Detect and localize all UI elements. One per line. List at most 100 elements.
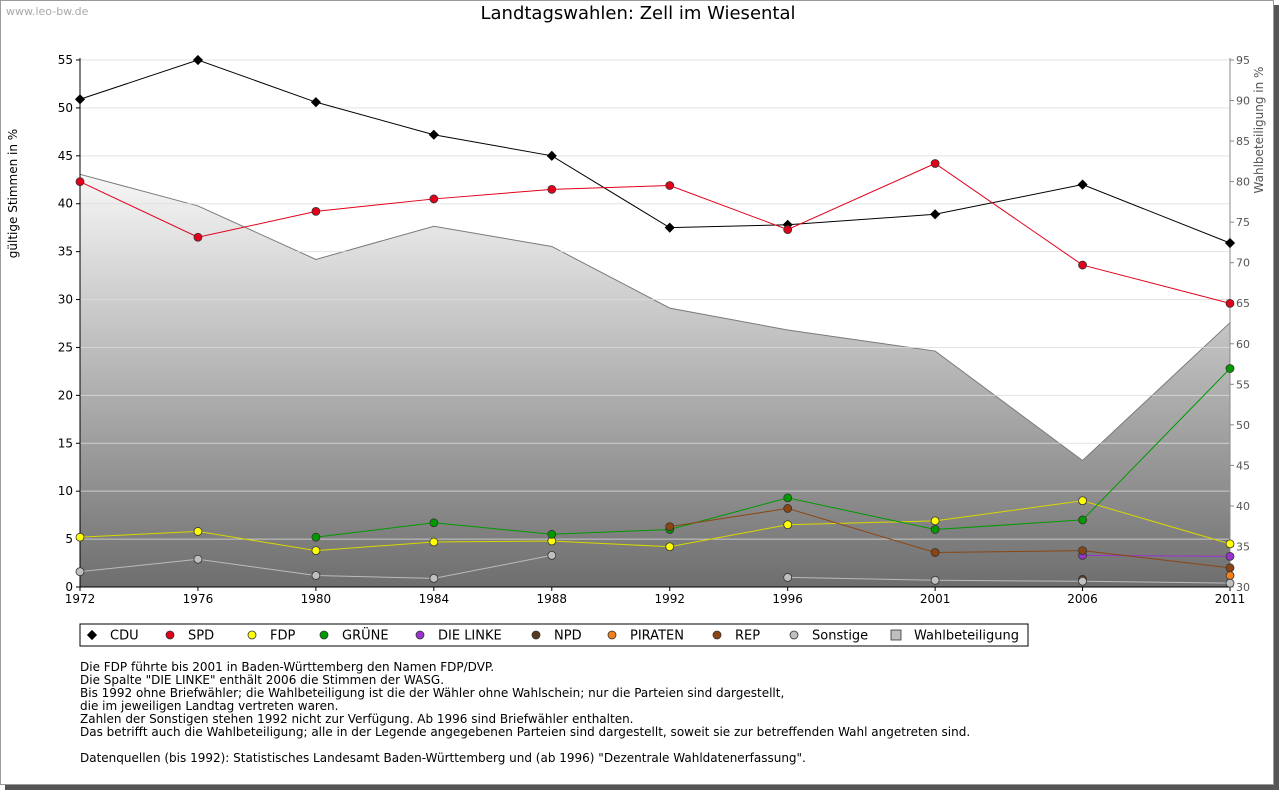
- data-point: [1225, 364, 1235, 373]
- legend-label: PIRATEN: [630, 629, 684, 644]
- data-point: [192, 54, 204, 66]
- data-point: [311, 532, 321, 542]
- footnote: Die Spalte "DIE LINKE" enthält 2006 die …: [80, 673, 445, 687]
- y2-tick-label: 90: [1236, 95, 1250, 108]
- x-tick-label: 2006: [1067, 592, 1098, 606]
- legend-marker: [712, 630, 722, 640]
- data-point: [1225, 563, 1235, 573]
- data-point: [1078, 496, 1087, 506]
- data-point: [665, 181, 675, 190]
- y2-tick-label: 85: [1236, 135, 1250, 148]
- legend-label: DIE LINKE: [438, 629, 502, 644]
- footnote: Das betrifft auch die Wahlbeteiligung; a…: [80, 725, 971, 739]
- data-point: [1224, 237, 1236, 249]
- series-spd: [79, 162, 1231, 304]
- legend-label: Sonstige: [812, 629, 868, 644]
- data-point: [193, 554, 203, 564]
- data-point: [1225, 298, 1235, 308]
- y2-tick-label: 35: [1236, 540, 1250, 553]
- y2-axis-label: Wahlbeteiligung in %: [1252, 67, 1266, 194]
- y-tick-label: 10: [58, 484, 73, 498]
- data-point: [930, 516, 940, 526]
- data-point: [547, 184, 557, 194]
- x-tick-label: 1976: [183, 592, 214, 606]
- footnote: Die FDP führte bis 2001 in Baden-Württem…: [80, 660, 495, 674]
- legend-label: CDU: [110, 629, 139, 644]
- y-tick-label: 35: [58, 245, 73, 259]
- data-point: [783, 225, 793, 234]
- y-tick-label: 30: [58, 293, 73, 307]
- footnote: Zahlen der Sonstigen stehen 1992 nicht z…: [80, 712, 634, 726]
- data-point: [1225, 571, 1235, 580]
- data-point: [1078, 260, 1087, 270]
- x-tick-label: 1996: [772, 592, 803, 606]
- data-point: [429, 194, 439, 204]
- data-point: [75, 532, 85, 542]
- y2-tick-label: 75: [1236, 216, 1250, 229]
- data-point: [1077, 179, 1088, 190]
- legend-marker: [247, 630, 257, 640]
- legend-marker: [531, 630, 541, 640]
- y2-tick-label: 30: [1236, 581, 1250, 594]
- chart-title: Landtagswahlen: Zell im Wiesental: [480, 3, 796, 24]
- series-die-linke: [1082, 554, 1231, 557]
- y2-tick-label: 65: [1236, 297, 1250, 310]
- x-tick-label: 1972: [65, 592, 96, 606]
- legend-marker: [165, 630, 175, 640]
- data-point: [429, 518, 439, 528]
- legend: [79, 623, 1029, 647]
- data-point: [310, 97, 321, 108]
- data-point: [311, 546, 321, 555]
- data-point: [547, 529, 557, 539]
- data-point: [1225, 578, 1235, 588]
- x-tick-label: 2001: [920, 592, 951, 606]
- y-tick-label: 20: [58, 388, 73, 402]
- x-tick-label: 2011: [1215, 592, 1246, 606]
- data-point: [1078, 576, 1087, 586]
- series-line: [315, 368, 1231, 538]
- data-point: [783, 573, 793, 582]
- data-point: [429, 573, 439, 583]
- footnote: die im jeweiligen Landtag vertreten ware…: [80, 699, 339, 713]
- y-tick-label: 55: [58, 53, 73, 67]
- data-point: [1078, 515, 1087, 525]
- data-point: [930, 525, 940, 534]
- data-point: [547, 550, 557, 560]
- legend-label: FDP: [270, 629, 295, 644]
- data-point: [429, 537, 439, 547]
- data-point: [783, 493, 793, 503]
- data-point: [665, 522, 675, 532]
- legend-marker: [319, 630, 329, 640]
- data-point: [664, 222, 675, 233]
- data-point: [546, 150, 557, 161]
- x-tick-label: 1992: [654, 592, 685, 606]
- legend-label: REP: [735, 629, 760, 644]
- y2-tick-label: 45: [1236, 459, 1250, 472]
- y2-tick-label: 40: [1236, 500, 1250, 513]
- footnote: Bis 1992 ohne Briefwähler; die Wahlbetei…: [80, 686, 785, 700]
- y2-tick-label: 60: [1236, 338, 1250, 351]
- series-line: [79, 500, 1231, 552]
- y-tick-label: 5: [65, 532, 73, 546]
- turnout-area: [80, 174, 1230, 587]
- data-point: [665, 542, 675, 552]
- series-fdp: [79, 500, 1231, 552]
- data-point: [1225, 539, 1235, 549]
- legend-label: NPD: [554, 629, 582, 644]
- data-point: [75, 177, 85, 187]
- data-point: [75, 567, 85, 577]
- legend-marker: [890, 629, 902, 641]
- y2-tick-label: 55: [1236, 378, 1250, 391]
- legend-marker: [86, 629, 98, 641]
- x-tick-label: 1988: [537, 592, 568, 606]
- data-source: Datenquellen (bis 1992): Statistisches L…: [80, 751, 806, 765]
- y-axis-label: gültige Stimmen in %: [6, 129, 20, 258]
- series-line: [79, 59, 1231, 244]
- x-tick-label: 1984: [419, 592, 450, 606]
- y-tick-label: 45: [58, 149, 73, 163]
- series-cdu: [79, 59, 1231, 244]
- y2-tick-label: 80: [1236, 176, 1250, 189]
- data-point: [193, 232, 203, 242]
- legend-label: SPD: [188, 629, 214, 644]
- data-point: [930, 548, 940, 557]
